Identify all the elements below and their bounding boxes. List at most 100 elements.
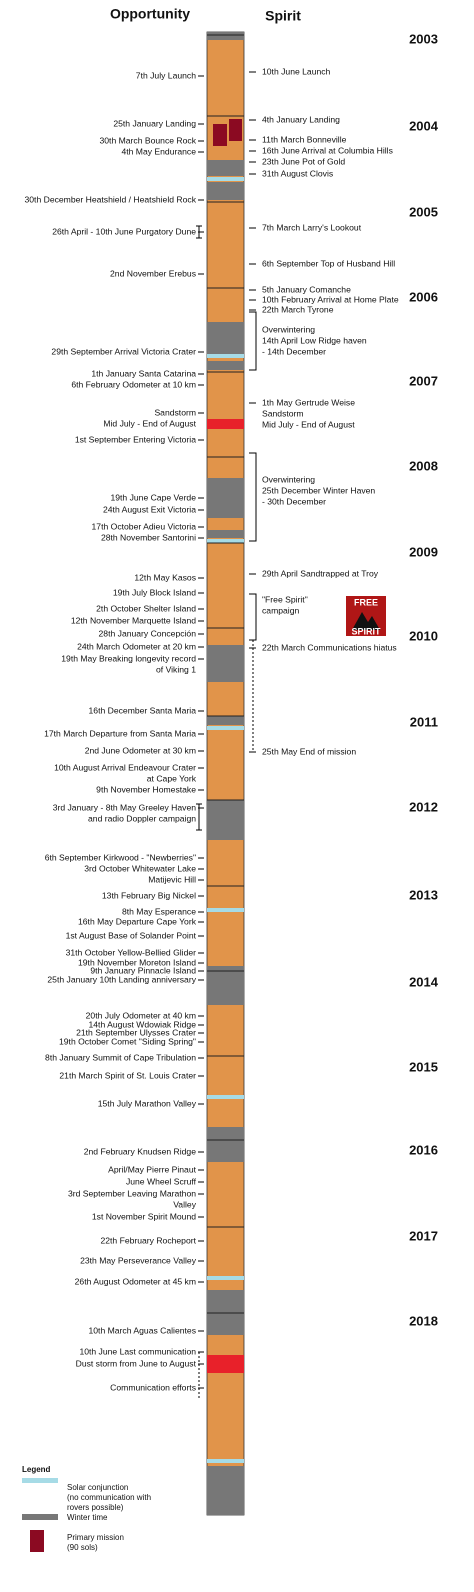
event-label: 31th August Clovis [262, 168, 333, 178]
event-label: 7th July Launch [136, 70, 196, 80]
winter-segment [207, 800, 244, 840]
conjunction-segment [207, 726, 244, 730]
winter-segment [207, 530, 244, 538]
year-label: 2010 [409, 628, 438, 643]
legend-label: rovers possible) [67, 1503, 124, 1512]
event-label: 4th January Landing [262, 114, 340, 124]
event-label: Sandstorm [262, 408, 304, 418]
event-label: - 14th December [262, 346, 326, 356]
logo-shape [352, 612, 380, 630]
event-label: 13th February Big Nickel [102, 890, 196, 900]
event-label: 22th March Communications hiatus [262, 642, 397, 652]
logo-text: FREE [354, 597, 378, 607]
event-label: 4th May Endurance [121, 146, 196, 156]
event-label: 11th March Bonneville [262, 134, 347, 144]
year-label: 2011 [410, 714, 438, 729]
event-label: 19th October Comet "Siding Spring" [59, 1036, 196, 1046]
event-label: 12th May Kasos [134, 572, 196, 582]
event-label: 17th March Departure from Santa Maria [44, 728, 196, 738]
winter-segment [207, 645, 244, 682]
event-label: 10th June Launch [262, 66, 331, 76]
event-label: 9th November Homestake [96, 784, 196, 794]
legend-label: Winter time [67, 1513, 108, 1522]
event-label: Matijevic Hill [148, 874, 196, 884]
conjunction-segment [207, 354, 244, 358]
event-label: 16th June Arrival at Columbia Hills [262, 145, 393, 155]
sandstorm-segment [207, 419, 244, 429]
legend-label: Solar conjunction [67, 1483, 128, 1492]
winter-segment [207, 322, 244, 355]
event-label: 19th July Block Island [113, 587, 196, 597]
event-label: 25th January Landing [113, 118, 196, 128]
winter-segment [207, 1466, 244, 1515]
event-label: 24th August Exit Victoria [103, 504, 196, 514]
event-label: 3rd September Leaving Marathon [68, 1188, 196, 1198]
event-label: 25th December Winter Haven [262, 485, 375, 495]
event-label: 10th February Arrival at Home Plate [262, 294, 399, 304]
event-label: 26th April - 10th June Purgatory Dune [52, 226, 196, 236]
event-label: 9th January Pinnacle Island [90, 965, 196, 975]
event-label: 6th September Kirkwood - "Newberries" [45, 852, 196, 862]
event-label: "Free Spirit" [262, 594, 308, 604]
event-label: 21th September Ulysses Crater [76, 1027, 196, 1037]
event-label: 16th May Departure Cape York [78, 916, 197, 926]
event-label: 23th June Pot of Gold [262, 156, 345, 166]
event-label: 31th October Yellow-Bellied Glider [66, 947, 197, 957]
event-label: 1th May Gertrude Weise [262, 397, 355, 407]
conjunction-segment [207, 1276, 244, 1280]
event-label: 22th February Rocheport [100, 1235, 196, 1245]
event-label: 24th March Odometer at 20 km [77, 641, 196, 651]
event-label: 1st August Base of Solander Point [66, 930, 197, 940]
column-header: Opportunity [110, 6, 190, 22]
year-label: 2003 [409, 31, 438, 46]
event-label: 21th March Spirit of St. Louis Crater [59, 1070, 196, 1080]
year-label: 2008 [409, 458, 438, 473]
legend-label: (no communication with [67, 1493, 151, 1502]
legend-title: Legend [22, 1465, 51, 1474]
event-label: 29th April Sandtrapped at Troy [262, 568, 379, 578]
conjunction-segment [207, 908, 244, 912]
event-label: 3rd October Whitewater Lake [84, 863, 196, 873]
event-label: 30th December Heatshield / Heatshield Ro… [25, 194, 197, 204]
event-label: 16th December Santa Maria [89, 705, 197, 715]
event-label: 10th June Last communication [79, 1346, 196, 1356]
winter-segment [207, 716, 244, 725]
event-label: 2nd June Odometer at 30 km [85, 745, 196, 755]
event-label: 1st November Spirit Mound [92, 1211, 196, 1221]
conjunction-segment [207, 1459, 244, 1463]
column-header: Spirit [265, 8, 301, 24]
event-label: 19th November Moreton Island [78, 957, 196, 967]
winter-segment [207, 478, 244, 518]
event-label: 1st September Entering Victoria [75, 434, 196, 444]
event-label: 15th July Marathon Valley [98, 1098, 197, 1108]
winter-segment [207, 182, 244, 200]
event-label: 26th August Odometer at 45 km [75, 1276, 196, 1286]
event-label: 29th September Arrival Victoria Crater [51, 346, 196, 356]
event-label: and radio Doppler campaign [88, 813, 196, 823]
conjunction-segment [207, 1095, 244, 1099]
event-label: 12th November Marquette Island [71, 615, 196, 625]
event-label: 28th November Santorini [101, 532, 196, 542]
event-label: 5th January Comanche [262, 284, 351, 294]
legend-swatch [22, 1514, 58, 1520]
event-label: 8th May Esperance [122, 906, 196, 916]
event-label: 14th August Wdowiak Ridge [89, 1019, 197, 1029]
event-label: 17th October Adieu Victoria [92, 521, 197, 531]
event-label: 7th March Larry's Lookout [262, 222, 362, 232]
logo-text: SPIRIT [351, 626, 381, 636]
year-label: 2004 [409, 118, 439, 133]
event-label: Valley [173, 1199, 196, 1209]
event-label: June Wheel Scruff [126, 1176, 197, 1186]
legend-swatch [22, 1478, 58, 1483]
event-label: 10th March Aguas Calientes [89, 1325, 197, 1335]
bracket [249, 593, 257, 641]
bracket [249, 311, 257, 371]
event-label: Communication efforts [110, 1382, 196, 1392]
event-label: - 30th December [262, 496, 326, 506]
sandstorm-segment [207, 1355, 244, 1373]
year-label: 2016 [409, 1142, 438, 1157]
event-label: 20th July Odometer at 40 km [86, 1010, 196, 1020]
event-label: 22th March Tyrone [262, 304, 334, 314]
winter-segment [207, 361, 244, 370]
